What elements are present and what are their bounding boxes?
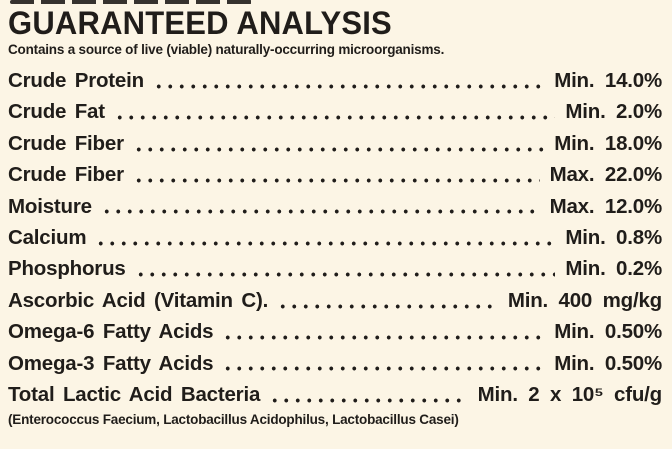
dot-leader bbox=[95, 221, 556, 254]
row-value: Min. 0.2% bbox=[565, 257, 662, 281]
row-value: Max. 12.0% bbox=[549, 194, 663, 218]
table-row: Crude Fat Min. 2.0% bbox=[8, 96, 662, 128]
table-row: Ascorbic Acid (Vitamin C). Min. 400 mg/k… bbox=[8, 284, 662, 317]
dot-leader bbox=[132, 127, 545, 160]
row-label: Omega-3 Fatty Acids bbox=[8, 351, 214, 375]
row-value: Min. 0.50% bbox=[554, 320, 662, 344]
row-label: Calcium bbox=[8, 225, 87, 249]
row-value: Min. 14.0% bbox=[554, 69, 662, 92]
analysis-table: Crude Protein Min. 14.0% Crude Fat Min. … bbox=[8, 65, 663, 411]
row-label: Crude Fiber bbox=[8, 163, 124, 187]
row-value: Min. 18.0% bbox=[554, 131, 662, 155]
dot-leader bbox=[269, 378, 468, 411]
dot-leader bbox=[277, 284, 498, 317]
row-label: Phosphorus bbox=[8, 257, 126, 281]
table-row: Calcium Min. 0.8% bbox=[8, 221, 662, 254]
dot-leader bbox=[222, 347, 545, 379]
bacteria-species-footnote: (Enterococcus Faecium, Lactobacillus Aci… bbox=[8, 412, 459, 428]
table-row: Phosphorus Min. 0.2% bbox=[8, 253, 662, 285]
row-label: Total Lactic Acid Bacteria bbox=[8, 382, 261, 406]
dot-leader bbox=[134, 253, 556, 285]
row-value: Min. 0.8% bbox=[565, 225, 662, 249]
row-value: Min. 2 x 10⁵ cfu/g bbox=[477, 382, 663, 406]
row-label: Crude Fat bbox=[8, 100, 105, 124]
table-row: Crude Fiber Min. 18.0% bbox=[8, 127, 662, 160]
table-row: Omega-3 Fatty Acids Min. 0.50% bbox=[8, 347, 662, 379]
row-label: Crude Fiber bbox=[8, 131, 124, 155]
dot-leader bbox=[132, 159, 540, 191]
row-label: Ascorbic Acid (Vitamin C). bbox=[8, 288, 269, 312]
row-value: Min. 0.50% bbox=[554, 351, 662, 375]
subtitle: Contains a source of live (viable) natur… bbox=[8, 42, 445, 57]
dot-leader bbox=[152, 65, 545, 97]
table-row: Omega-6 Fatty Acids Min. 0.50% bbox=[8, 316, 662, 348]
row-label: Omega-6 Fatty Acids bbox=[8, 320, 214, 344]
table-row: Total Lactic Acid Bacteria Min. 2 x 10⁵ … bbox=[8, 378, 663, 411]
dot-leader bbox=[222, 316, 545, 348]
row-value: Max. 22.0% bbox=[549, 163, 663, 187]
row-value: Min. 2.0% bbox=[565, 100, 662, 124]
dot-leader bbox=[100, 190, 540, 222]
row-value: Min. 400 mg/kg bbox=[507, 288, 662, 312]
dot-leader bbox=[113, 96, 556, 128]
table-row: Moisture Max. 12.0% bbox=[8, 190, 663, 222]
top-edge-print-artifact bbox=[10, 0, 252, 4]
row-label: Moisture bbox=[8, 194, 92, 218]
page-title: GUARANTEED ANALYSIS bbox=[8, 4, 392, 42]
table-row: Crude Fiber Max. 22.0% bbox=[8, 159, 663, 191]
row-label: Crude Protein bbox=[8, 69, 144, 92]
table-row: Crude Protein Min. 14.0% bbox=[8, 65, 662, 97]
